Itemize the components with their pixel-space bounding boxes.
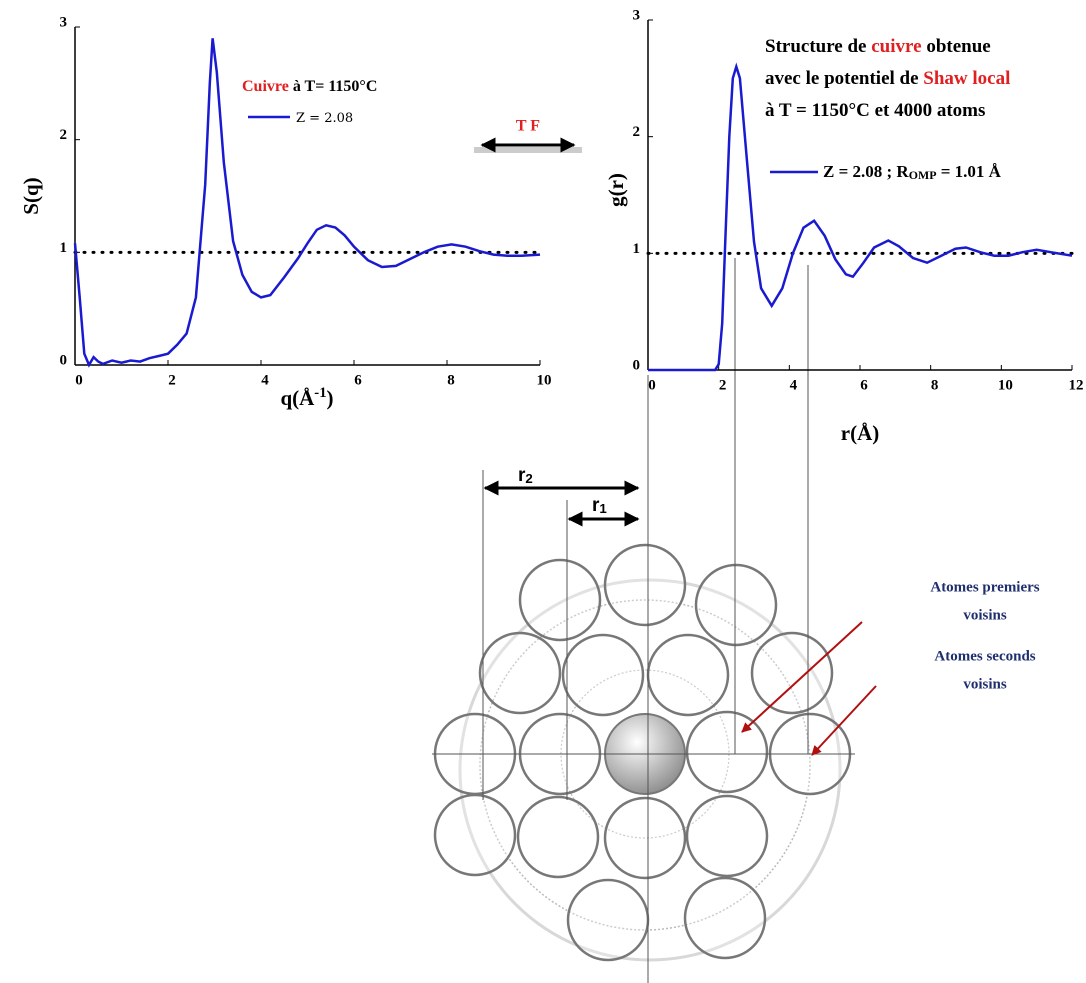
pointer-arrow (811, 685, 877, 756)
y-tick-label: 0 (60, 352, 68, 368)
text-part: cuivre (871, 36, 921, 57)
legend-label: Z = 2.08 ; ROMP = 1.01 Å (823, 162, 1002, 182)
x-tick-label: 8 (931, 377, 939, 393)
text-part: 2 (525, 471, 532, 486)
atom (478, 631, 562, 715)
x-tick-label: 12 (1069, 377, 1084, 393)
annotation: avec le potentiel de Shaw local (765, 68, 1010, 89)
text-part: 1 (599, 501, 607, 516)
y-tick-label: 3 (60, 14, 68, 30)
text-part: r (518, 465, 526, 486)
x-tick-label: 6 (860, 377, 868, 393)
text-part: avec le potentiel de (765, 68, 923, 89)
text-part: Shaw local (923, 68, 1010, 89)
text-part: ) (327, 386, 334, 410)
atom (683, 876, 767, 960)
text-part: à T = 1150°C et 4000 atoms (765, 100, 985, 121)
x-tick-label: 10 (537, 372, 552, 388)
text-part: = 1.01 Å (936, 162, 1001, 181)
text-part: Structure de (765, 36, 871, 57)
atom (561, 633, 645, 717)
atom (646, 633, 730, 717)
text-part: r(Å) (841, 421, 879, 445)
y-axis-label: S(q) (19, 177, 43, 214)
atom (694, 563, 778, 647)
diagram-label: Atomes seconds (934, 648, 1035, 664)
atom (685, 710, 769, 794)
atom (566, 878, 650, 962)
atom (685, 794, 769, 878)
annotation: Structure de cuivre obtenue (765, 36, 991, 57)
x-tick-label: 6 (354, 372, 362, 388)
text-part: obtenue (922, 36, 991, 57)
text-part: à T= 1150°C (289, 78, 378, 95)
legend-label: Z = 2.08 (296, 111, 353, 126)
atom-diagram (432, 258, 877, 983)
atom (518, 558, 602, 642)
x-tick-label: 4 (261, 372, 269, 388)
x-tick-label: 10 (998, 377, 1013, 393)
diagram-label: Atomes premiers (930, 579, 1039, 595)
y-tick-label: 2 (633, 124, 641, 140)
atom (603, 543, 687, 627)
atom (516, 795, 600, 879)
annotation: à T = 1150°C et 4000 atoms (765, 100, 985, 121)
x-tick-label: 4 (790, 377, 798, 393)
shell (458, 578, 842, 962)
diagram-label: voisins (963, 607, 1007, 623)
x-tick-label: 0 (75, 372, 83, 388)
y-tick-label: 1 (60, 240, 68, 256)
pointer-arrow (741, 621, 863, 733)
y-tick-label: 2 (60, 127, 68, 143)
x-tick-label: 8 (447, 372, 455, 388)
x-tick-label: 2 (719, 377, 727, 393)
y-axis-label: g(r) (604, 173, 628, 207)
r1-label: r1 (592, 495, 607, 516)
atom (603, 796, 687, 880)
text-part: -1 (314, 385, 326, 401)
atom (433, 793, 517, 877)
shell (479, 599, 811, 931)
text-part: Z = 2.08 (296, 111, 353, 126)
diagram-label: voisins (963, 676, 1007, 692)
transform-arrow: T F (474, 118, 582, 153)
y-tick-label: 1 (633, 241, 641, 257)
r2-label: r2 (518, 465, 533, 486)
text-part: r (592, 495, 600, 516)
y-tick-label: 3 (633, 7, 641, 23)
text-part: q(Å (280, 386, 315, 410)
x-tick-label: 2 (168, 372, 176, 388)
x-axis-label: q(Å-1) (280, 385, 333, 409)
transform-label: T F (516, 118, 540, 135)
atom (750, 631, 834, 715)
legend-title: Cuivre à T= 1150°C (242, 78, 377, 95)
text-part: Cuivre (242, 78, 289, 95)
text-part: OMP (909, 168, 937, 182)
y-tick-label: 0 (633, 357, 641, 373)
x-axis-label: r(Å) (841, 421, 879, 445)
x-tick-label: 0 (648, 377, 656, 393)
series-line (73, 38, 541, 368)
text-part: Z = 2.08 ; R (823, 162, 909, 181)
series-line (648, 62, 1073, 372)
